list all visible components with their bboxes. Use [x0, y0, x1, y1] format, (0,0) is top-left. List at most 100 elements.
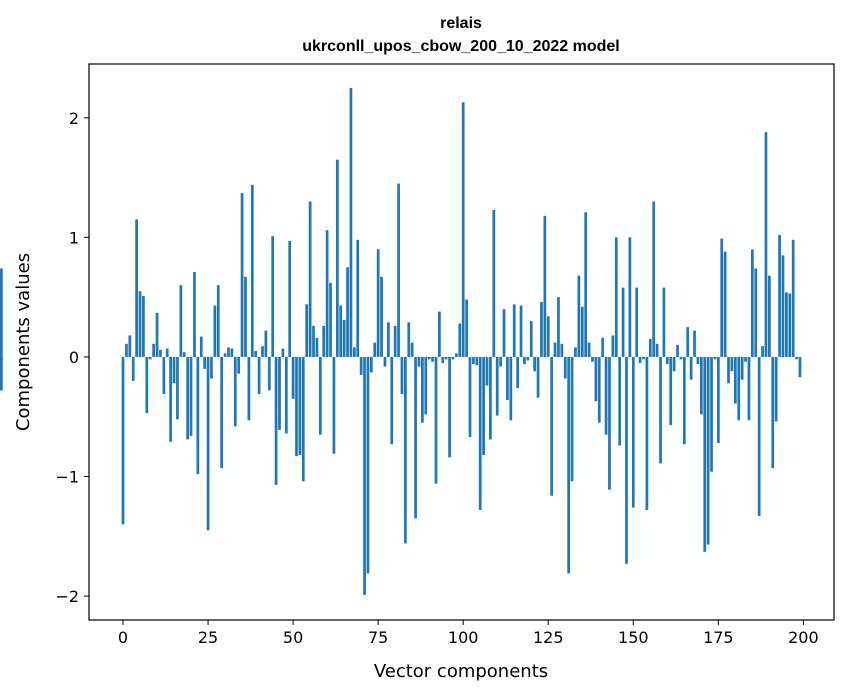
bar [349, 87, 353, 357]
bar [417, 356, 421, 367]
bar [567, 356, 571, 574]
bar [526, 356, 530, 361]
bar [631, 356, 635, 508]
bar [751, 249, 754, 357]
bar [774, 356, 778, 422]
bar [233, 356, 237, 427]
bar [761, 346, 764, 357]
bar [764, 132, 768, 357]
bar [271, 236, 275, 357]
bar [669, 356, 673, 426]
bar [757, 356, 761, 516]
bar [672, 356, 676, 372]
bar [465, 299, 468, 357]
bar [478, 356, 482, 510]
x-tick-label: 125 [533, 628, 564, 647]
bar [142, 295, 145, 357]
bar [696, 356, 700, 365]
bar [733, 356, 737, 404]
bar [424, 356, 428, 415]
bar [686, 327, 690, 357]
y-tick-label: 1 [69, 228, 79, 247]
bar [754, 268, 758, 357]
bar [455, 353, 458, 357]
bar [369, 356, 373, 373]
bar [713, 356, 717, 360]
bar [274, 356, 278, 485]
x-axis-label: Vector components [374, 661, 548, 682]
bar [264, 330, 268, 357]
bar [301, 356, 305, 482]
bar [247, 356, 251, 421]
bar [543, 215, 547, 357]
bar [278, 356, 281, 430]
bar [451, 356, 455, 360]
bar [196, 356, 200, 475]
bar [186, 356, 190, 440]
bar [611, 335, 615, 357]
x-tick-label: 0 [118, 628, 128, 647]
bar [162, 356, 166, 395]
bar [608, 356, 611, 490]
bar [148, 356, 152, 360]
bar [0, 268, 3, 357]
bar [407, 322, 411, 357]
bar [257, 356, 261, 395]
bar [614, 237, 618, 357]
bar [621, 287, 625, 357]
bar [199, 336, 203, 357]
bar [502, 309, 506, 357]
bar [519, 305, 523, 357]
bar [716, 356, 720, 444]
bar [499, 356, 502, 367]
bar [230, 348, 234, 357]
y-axis-ticks: −2 −1 0 1 2 [55, 109, 89, 606]
bar [404, 356, 407, 544]
bar [387, 322, 390, 357]
bar [720, 238, 724, 357]
bar [240, 193, 244, 357]
bar [747, 356, 751, 421]
bar [642, 356, 645, 360]
bar [165, 348, 169, 357]
x-tick-label: 175 [703, 628, 734, 647]
bar [768, 275, 771, 357]
bar [492, 209, 496, 357]
bar [679, 356, 683, 360]
bar [625, 356, 628, 564]
bar [315, 337, 319, 357]
bar [778, 234, 781, 357]
bar [410, 342, 414, 357]
bar [312, 325, 315, 357]
bar [723, 251, 727, 357]
bar [512, 304, 516, 357]
bar [533, 356, 536, 372]
bar [703, 356, 707, 552]
bar [131, 356, 135, 381]
bar [397, 183, 400, 357]
bar [509, 356, 513, 421]
y-tick-label: −1 [55, 468, 79, 487]
bar [655, 343, 659, 357]
bar [145, 356, 149, 414]
bar [393, 325, 397, 357]
bar [390, 356, 394, 445]
bar [227, 347, 230, 357]
bar [693, 330, 696, 357]
bar [495, 356, 499, 416]
bar [468, 356, 472, 438]
bar [216, 285, 220, 357]
bar [638, 356, 642, 363]
bar [128, 335, 132, 357]
bar [176, 356, 179, 420]
x-tick-label: 25 [198, 628, 218, 647]
bar [0, 356, 3, 391]
bar [594, 356, 598, 402]
bar [550, 356, 554, 496]
bar [546, 316, 550, 357]
bar [665, 356, 669, 365]
x-tick-label: 200 [788, 628, 819, 647]
bar [203, 356, 207, 369]
bar [448, 356, 451, 458]
